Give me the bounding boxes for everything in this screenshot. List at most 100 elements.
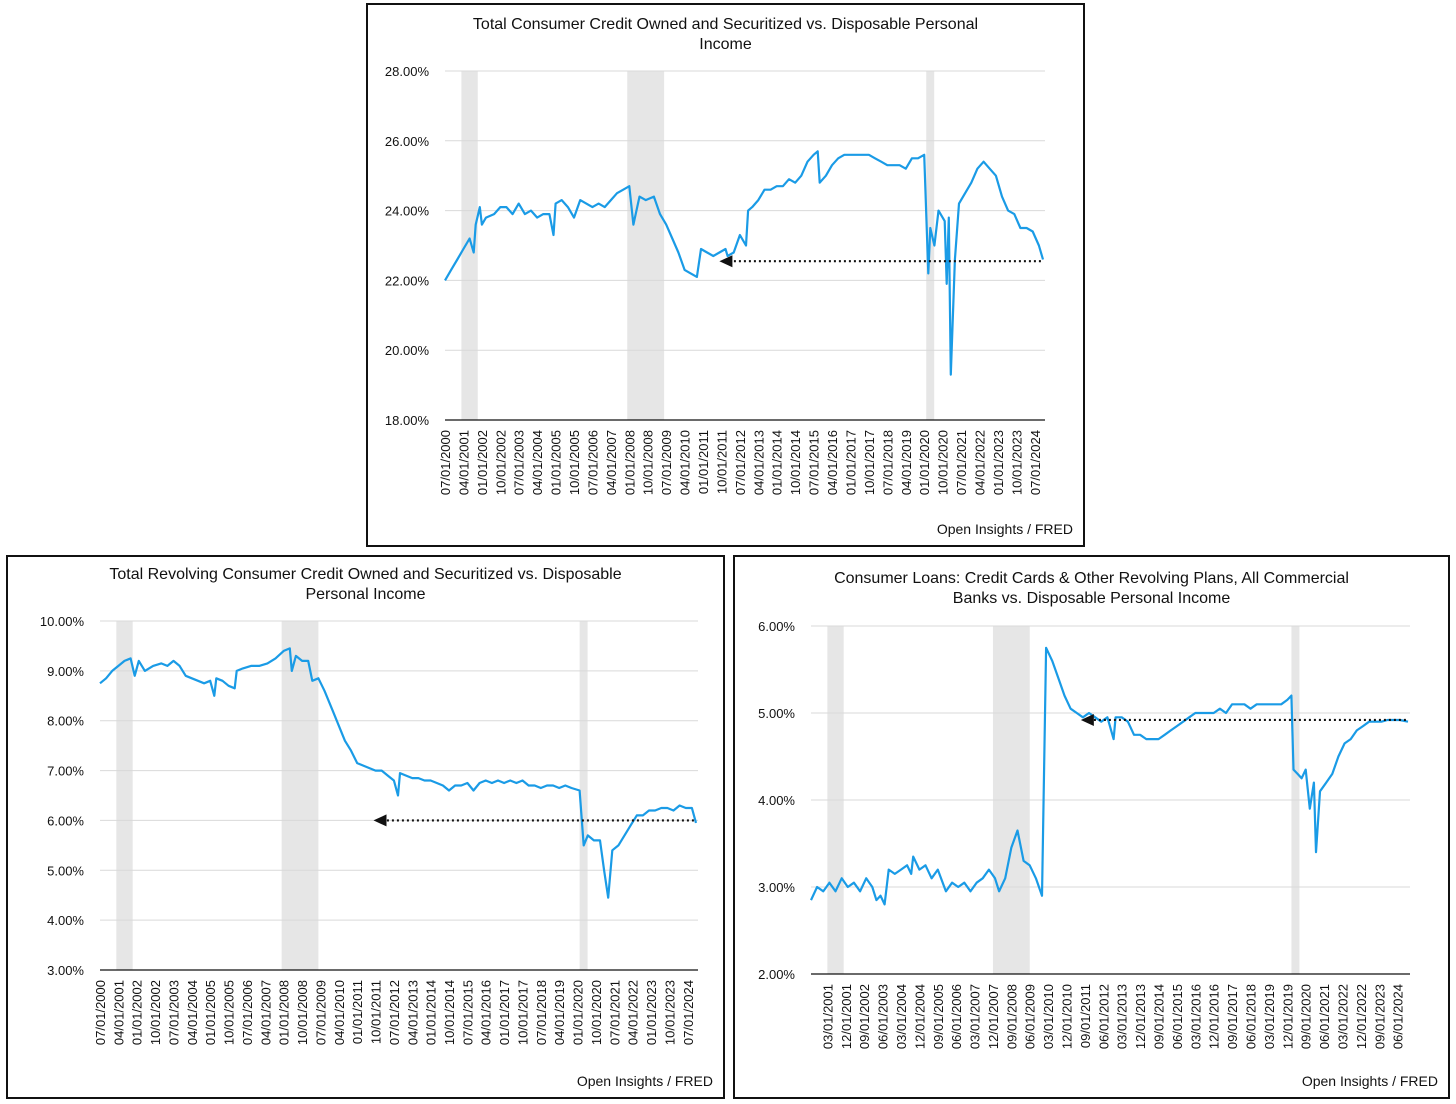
x-tick-label: 07/01/2006 <box>240 980 255 1045</box>
reference-arrow-head <box>373 814 387 827</box>
y-tick-label: 3.00% <box>47 963 84 978</box>
x-tick-label: 12/01/2019 <box>1280 984 1295 1049</box>
x-tick-label: 04/01/2019 <box>899 430 914 495</box>
x-tick-label: 01/01/2002 <box>475 430 490 495</box>
x-tick-label: 06/01/2012 <box>1096 984 1111 1049</box>
x-tick-label: 01/01/2005 <box>203 980 218 1045</box>
x-tick-label: 12/01/2004 <box>912 984 927 1049</box>
x-tick-label: 04/01/2004 <box>530 430 545 495</box>
x-tick-label: 07/01/2018 <box>534 980 549 1045</box>
x-tick-label: 03/01/2004 <box>894 984 909 1049</box>
x-tick-label: 06/01/2015 <box>1170 984 1185 1049</box>
x-tick-label: 09/01/2020 <box>1299 984 1314 1049</box>
y-tick-label: 5.00% <box>47 863 84 878</box>
x-tick-label: 01/01/2008 <box>277 980 292 1045</box>
x-tick-label: 07/01/2000 <box>93 980 108 1045</box>
x-tick-label: 03/01/2022 <box>1336 984 1351 1049</box>
x-tick-label: 06/01/2006 <box>949 984 964 1049</box>
y-tick-label: 6.00% <box>758 619 795 634</box>
y-tick-label: 18.00% <box>385 413 430 428</box>
y-tick-label: 8.00% <box>47 714 84 729</box>
x-tick-label: 07/01/2024 <box>1028 430 1043 495</box>
chart-panel-total-consumer-credit: Total Consumer Credit Owned and Securiti… <box>366 3 1085 547</box>
x-tick-label: 10/01/2020 <box>589 980 604 1045</box>
chart-title: Total Revolving Consumer Credit Owned an… <box>109 566 622 603</box>
x-tick-label: 04/01/2001 <box>111 980 126 1045</box>
x-tick-label: 07/01/2000 <box>438 430 453 495</box>
x-tick-label: 12/01/2001 <box>839 984 854 1049</box>
y-tick-label: 28.00% <box>385 64 430 79</box>
x-tick-label: 12/01/2013 <box>1133 984 1148 1049</box>
x-tick-label: 03/01/2007 <box>968 984 983 1049</box>
y-tick-label: 9.00% <box>47 664 84 679</box>
x-tick-label: 07/01/2003 <box>512 430 527 495</box>
recession-band <box>461 71 478 420</box>
x-tick-label: 03/01/2013 <box>1115 984 1130 1049</box>
x-tick-label: 07/01/2021 <box>607 980 622 1045</box>
x-tick-label: 04/01/2013 <box>405 980 420 1045</box>
x-tick-label: 01/01/2011 <box>350 980 365 1044</box>
recession-band <box>281 621 319 970</box>
x-tick-label: 03/01/2019 <box>1262 984 1277 1049</box>
line-chart: 2.00% 3.00% 4.00% 5.00% 6.00% 03/01/2001 12/01… <box>758 619 1410 1049</box>
x-tick-label: 01/01/2008 <box>622 430 637 495</box>
y-tick-label: 10.00% <box>40 614 85 629</box>
x-tick-label: 01/01/2020 <box>917 430 932 495</box>
y-tick-label: 22.00% <box>385 273 430 288</box>
reference-arrow-head <box>719 255 733 268</box>
y-tick-label: 5.00% <box>758 706 795 721</box>
x-tick-label: 12/01/2010 <box>1060 984 1075 1049</box>
y-tick-label: 20.00% <box>385 343 430 358</box>
x-tick-label: 09/01/2008 <box>1004 984 1019 1049</box>
x-tick-label: 10/01/2011 <box>369 980 384 1044</box>
x-tick-label: 01/01/2011 <box>696 430 711 494</box>
x-tick-label: 07/01/2006 <box>585 430 600 495</box>
x-tick-label: 09/01/2002 <box>857 984 872 1049</box>
x-tick-label: 01/01/2014 <box>770 430 785 495</box>
x-tick-label: 07/01/2012 <box>733 430 748 495</box>
x-tick-label: 10/01/2014 <box>788 430 803 495</box>
source-label: Open Insights / FRED <box>576 1073 713 1089</box>
y-tick-label: 2.00% <box>758 967 795 982</box>
line-chart: 18.00% 20.00% 22.00% 24.00% 26.00% 28.00% 07/0… <box>385 64 1045 495</box>
x-tick-label: 04/01/2022 <box>972 430 987 495</box>
x-tick-label: 01/01/2023 <box>991 430 1006 495</box>
x-tick-label: 10/01/2008 <box>295 980 310 1045</box>
x-tick-label: 04/01/2010 <box>678 430 693 495</box>
recession-band <box>116 621 133 970</box>
x-tick-label: 12/01/2022 <box>1354 984 1369 1049</box>
x-tick-label: 10/01/2002 <box>493 430 508 495</box>
x-tick-label: 07/01/2015 <box>807 430 822 495</box>
x-tick-label: 10/01/2005 <box>222 980 237 1045</box>
y-tick-label: 3.00% <box>758 880 795 895</box>
source-label: Open Insights / FRED <box>1301 1073 1438 1089</box>
x-tick-label: 03/01/2001 <box>820 984 835 1049</box>
series-line <box>99 647 698 899</box>
x-tick-label: 04/01/2016 <box>479 980 494 1045</box>
x-tick-label: 09/01/2017 <box>1225 984 1240 1049</box>
x-tick-label: 01/01/2005 <box>549 430 564 495</box>
x-tick-label: 04/01/2010 <box>332 980 347 1045</box>
x-tick-label: 03/01/2016 <box>1188 984 1203 1049</box>
y-tick-label: 26.00% <box>385 134 430 149</box>
x-tick-label: 10/01/2014 <box>442 980 457 1045</box>
x-tick-label: 07/01/2018 <box>880 430 895 495</box>
line-chart: 3.00% 4.00% 5.00% 6.00% 7.00% 8.00% 9.00% 10.00… <box>40 614 698 1045</box>
x-tick-label: 07/01/2003 <box>166 980 181 1045</box>
x-tick-label: 07/01/2009 <box>659 430 674 495</box>
x-tick-label: 09/01/2014 <box>1152 984 1167 1049</box>
chart-panel-credit-cards-commercial-banks: Consumer Loans: Credit Cards & Other Rev… <box>733 555 1450 1099</box>
x-tick-label: 01/01/2020 <box>571 980 586 1045</box>
x-tick-label: 04/01/2007 <box>258 980 273 1045</box>
x-tick-label: 12/01/2007 <box>986 984 1001 1049</box>
chart-title: Consumer Loans: Credit Cards & Other Rev… <box>834 570 1349 607</box>
x-tick-label: 12/01/2016 <box>1207 984 1222 1049</box>
x-tick-label: 04/01/2007 <box>604 430 619 495</box>
x-tick-label: 09/01/2011 <box>1078 984 1093 1048</box>
x-tick-label: 10/01/2023 <box>1009 430 1024 495</box>
x-tick-label: 09/01/2023 <box>1372 984 1387 1049</box>
x-tick-label: 10/01/2020 <box>936 430 951 495</box>
y-tick-label: 4.00% <box>758 793 795 808</box>
x-tick-label: 09/01/2005 <box>931 984 946 1049</box>
series-line <box>810 646 1409 906</box>
